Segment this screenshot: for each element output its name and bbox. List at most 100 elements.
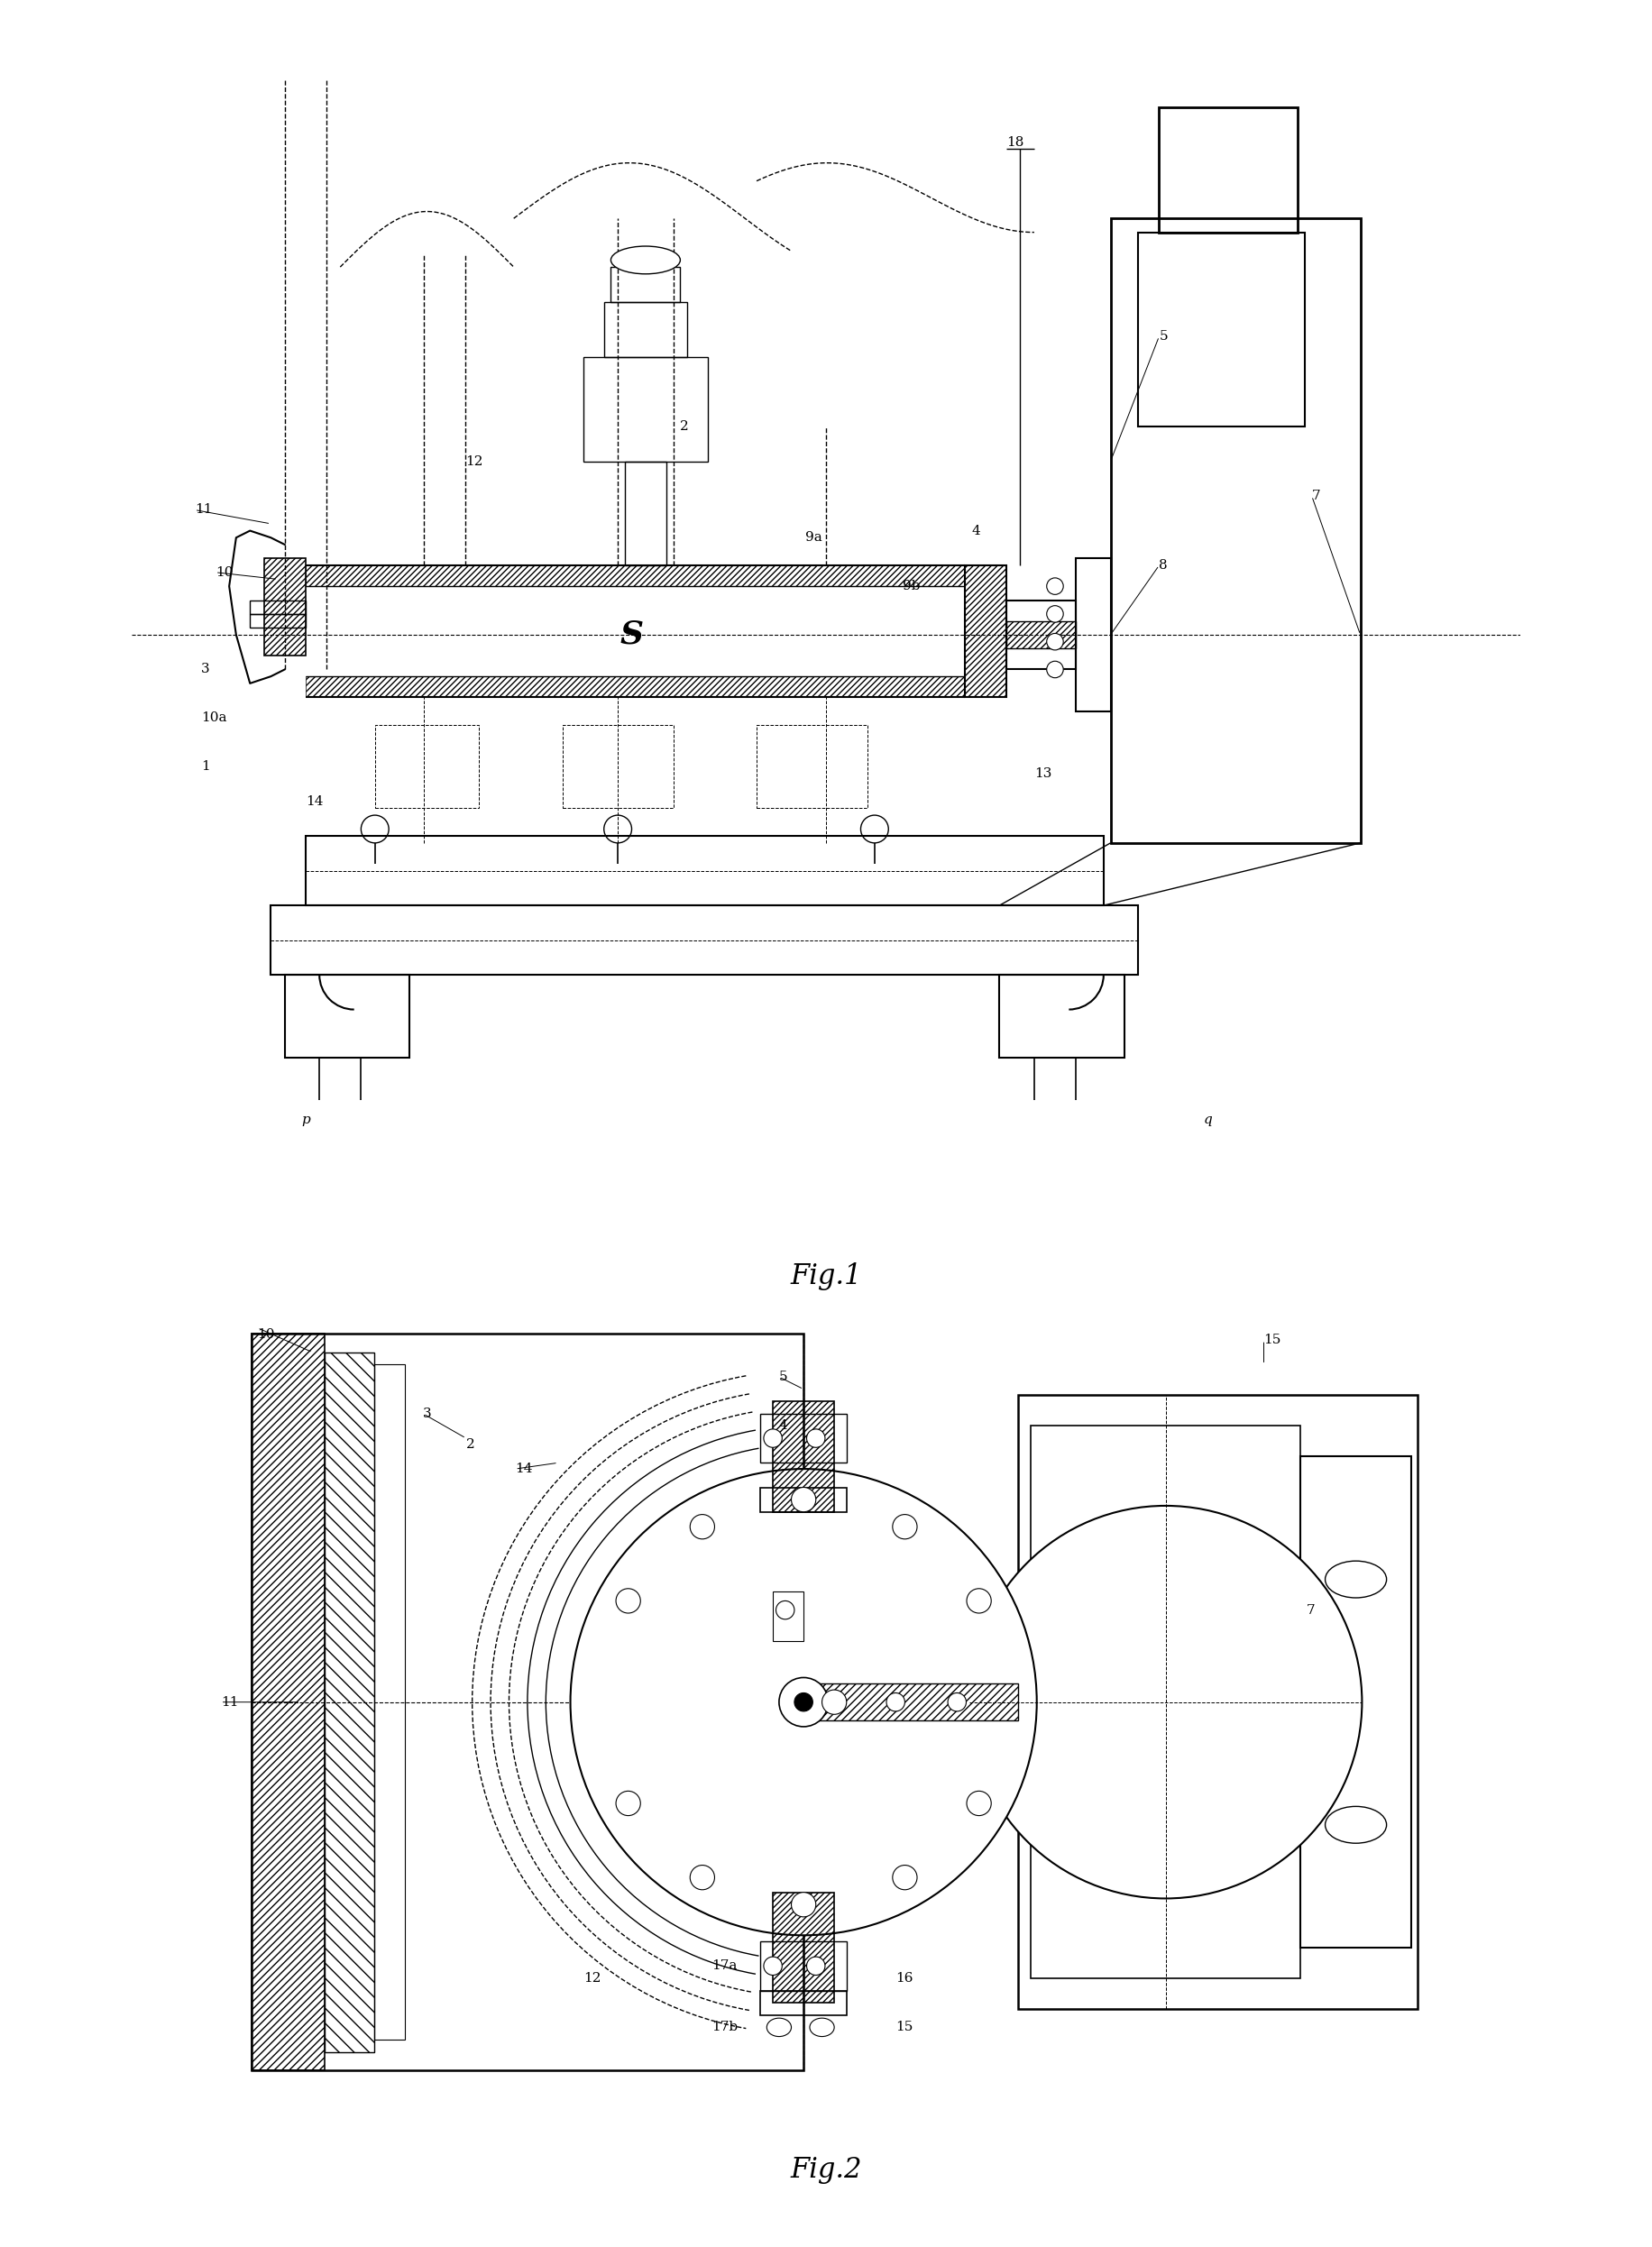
Circle shape <box>970 1505 1361 1899</box>
Text: 12: 12 <box>466 454 482 467</box>
Bar <box>264 560 306 656</box>
Bar <box>1300 1456 1411 1948</box>
Text: 10: 10 <box>258 1328 274 1341</box>
Circle shape <box>1047 634 1064 649</box>
Bar <box>375 726 479 809</box>
Text: 14: 14 <box>306 795 324 807</box>
Text: 9b: 9b <box>902 580 920 593</box>
Text: Fig.2: Fig.2 <box>790 2157 862 2184</box>
Text: 16: 16 <box>895 1973 914 1984</box>
Circle shape <box>795 1692 813 1712</box>
Text: 13: 13 <box>620 1676 638 1690</box>
Circle shape <box>948 1692 966 1712</box>
Circle shape <box>966 1589 991 1613</box>
Circle shape <box>966 1791 991 1816</box>
Bar <box>271 906 1138 975</box>
Text: 10a: 10a <box>202 712 226 724</box>
Bar <box>773 1402 834 1512</box>
Bar <box>562 726 674 809</box>
Bar <box>803 1665 1018 1739</box>
Text: 4: 4 <box>971 524 981 537</box>
Bar <box>760 1941 846 1991</box>
Bar <box>284 975 410 1058</box>
Text: 13: 13 <box>1034 766 1052 780</box>
Bar <box>325 1353 373 2052</box>
Bar <box>373 1364 405 2040</box>
Bar <box>760 1991 846 2016</box>
Circle shape <box>806 1957 824 1975</box>
Bar <box>611 267 681 301</box>
Circle shape <box>791 1892 816 1917</box>
Text: 3: 3 <box>423 1407 431 1420</box>
Bar <box>760 1488 846 1512</box>
Text: 3: 3 <box>202 663 210 676</box>
Circle shape <box>691 1514 715 1539</box>
Circle shape <box>763 1429 781 1447</box>
Text: 8: 8 <box>1160 560 1168 571</box>
Text: 7: 7 <box>1307 1604 1315 1616</box>
Text: 7: 7 <box>1312 490 1320 503</box>
Bar <box>251 1335 325 2069</box>
Circle shape <box>616 1589 641 1613</box>
Text: 17a: 17a <box>712 1959 737 1973</box>
Bar <box>1018 1395 1417 2009</box>
Bar <box>1138 231 1305 427</box>
Text: 17b: 17b <box>712 2020 738 2034</box>
Bar <box>773 1892 834 2002</box>
Circle shape <box>892 1865 917 1890</box>
Bar <box>306 676 965 697</box>
Bar <box>1031 1427 1300 1977</box>
Text: 4: 4 <box>780 1420 788 1431</box>
Bar <box>1160 108 1298 231</box>
Circle shape <box>806 1429 824 1447</box>
Bar <box>757 726 867 809</box>
Bar <box>605 301 687 357</box>
Circle shape <box>691 1865 715 1890</box>
Ellipse shape <box>809 2018 834 2036</box>
Text: p: p <box>301 1115 311 1126</box>
Circle shape <box>887 1692 905 1712</box>
Bar <box>251 1335 803 2069</box>
Circle shape <box>1047 607 1064 622</box>
Text: 18: 18 <box>1006 137 1024 148</box>
Bar <box>803 1672 1018 1732</box>
Text: 10: 10 <box>215 566 233 580</box>
Circle shape <box>776 1600 795 1620</box>
Ellipse shape <box>767 2018 791 2036</box>
Text: 1: 1 <box>202 759 210 773</box>
Text: 11: 11 <box>221 1696 238 1708</box>
Text: 9a: 9a <box>805 530 823 544</box>
Ellipse shape <box>1325 1562 1386 1598</box>
Circle shape <box>763 1957 781 1975</box>
Ellipse shape <box>1325 1807 1386 1843</box>
Circle shape <box>1047 577 1064 595</box>
Circle shape <box>823 1690 846 1714</box>
Circle shape <box>791 1488 816 1512</box>
Text: 11: 11 <box>195 503 211 517</box>
Bar <box>965 566 1006 697</box>
Text: 12: 12 <box>583 1973 601 1984</box>
Text: 6: 6 <box>884 1750 892 1764</box>
Bar <box>773 1591 803 1640</box>
Bar <box>1006 620 1075 649</box>
Text: Fig.1: Fig.1 <box>790 1263 862 1290</box>
Text: 5: 5 <box>780 1371 788 1384</box>
Bar <box>1075 560 1110 710</box>
Bar <box>249 600 306 613</box>
Bar <box>583 357 709 461</box>
Circle shape <box>892 1514 917 1539</box>
Circle shape <box>616 1791 641 1816</box>
Bar <box>624 461 666 566</box>
Bar <box>999 975 1125 1058</box>
Text: S: S <box>620 620 644 649</box>
Text: 5: 5 <box>1160 330 1168 344</box>
Bar <box>306 836 1104 906</box>
Text: 15: 15 <box>895 2020 914 2034</box>
Bar <box>760 1413 846 1463</box>
Circle shape <box>780 1679 828 1726</box>
Bar <box>249 613 306 627</box>
Bar <box>1110 218 1360 843</box>
Text: 14: 14 <box>515 1463 532 1476</box>
Text: 2: 2 <box>681 420 689 434</box>
Text: 15: 15 <box>1264 1335 1282 1346</box>
